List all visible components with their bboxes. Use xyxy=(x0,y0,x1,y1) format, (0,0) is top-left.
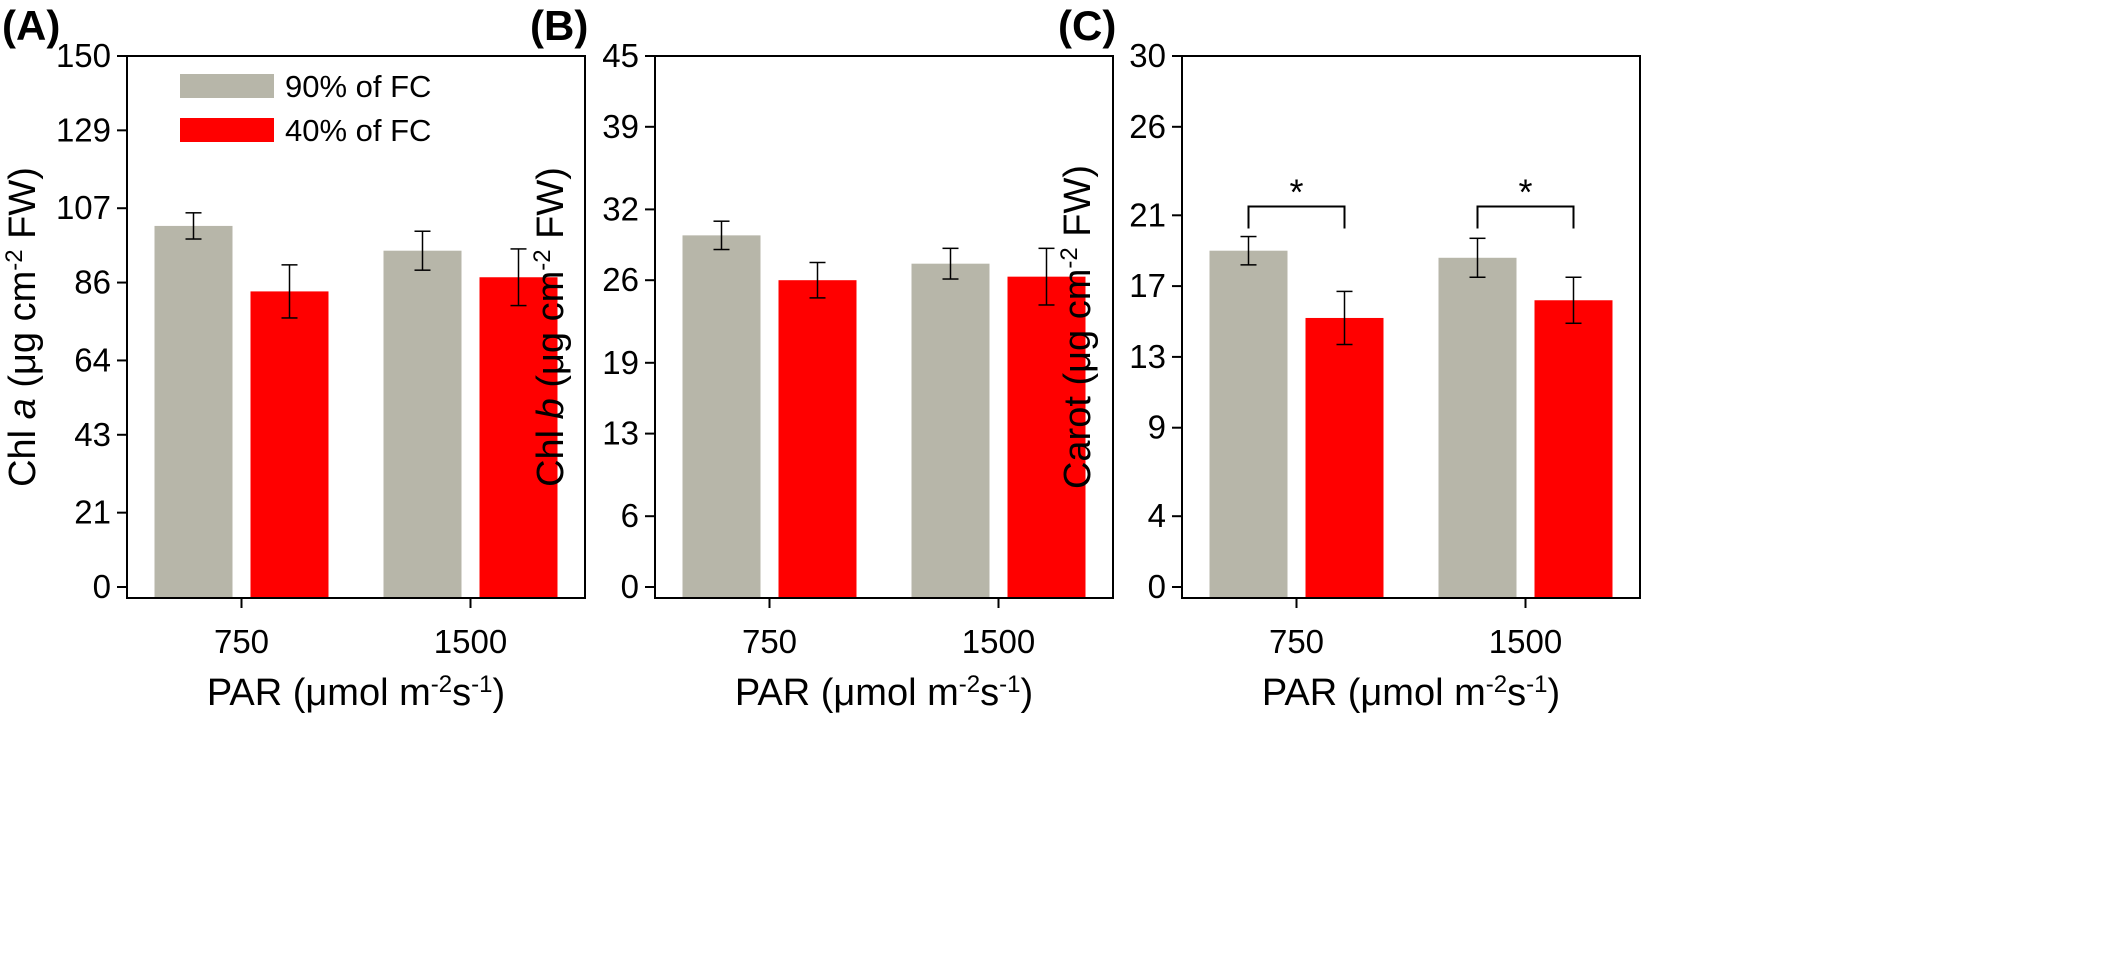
error-bar xyxy=(185,212,202,240)
legend: 90% of FC 40% of FC xyxy=(180,69,431,148)
y-tick-label: 21 xyxy=(1129,196,1166,233)
y-tick-label: 107 xyxy=(56,189,111,226)
plot-frame xyxy=(1181,55,1641,599)
legend-label: 90% of FC xyxy=(285,69,431,104)
error-bar xyxy=(510,248,527,307)
panel-a: (A) 0 21 43 64 86 107 129 150 750 1500 90% of FC 40%… xyxy=(1,2,586,714)
y-axis-title: Carot (μg cm-2 FW) xyxy=(1056,165,1100,489)
error-bar xyxy=(1565,276,1582,325)
panel-b: (B) 0 6 13 19 26 32 39 45 750 1500 Chl b (μg cm-2 F… xyxy=(529,2,1114,714)
y-tick-label: 0 xyxy=(621,568,639,605)
legend-label: 40% of FC xyxy=(285,113,431,148)
bar xyxy=(778,280,857,597)
x-tick-label: 750 xyxy=(214,623,269,660)
x-tick-label: 1500 xyxy=(434,623,507,660)
error-bar xyxy=(1469,237,1486,278)
x-axis-title: PAR (μmol m-2s-1) xyxy=(207,671,505,715)
bar xyxy=(1438,257,1517,597)
significance-star: * xyxy=(1289,171,1303,212)
y-tick-label: 150 xyxy=(56,37,111,74)
significance-bracket: * xyxy=(1247,171,1346,229)
error-bar xyxy=(281,264,298,319)
x-tick-label: 750 xyxy=(742,623,797,660)
bar xyxy=(1007,276,1086,597)
error-bar xyxy=(942,247,959,280)
y-tick-label: 4 xyxy=(1148,497,1166,534)
significance-star: * xyxy=(1518,171,1532,212)
y-tick-label: 13 xyxy=(602,415,639,452)
y-axis-title: Chl b (μg cm-2 FW) xyxy=(529,167,573,487)
y-tick-label: 129 xyxy=(56,111,111,148)
y-tick-label: 26 xyxy=(1129,108,1166,145)
error-bar xyxy=(414,230,431,271)
significance-bracket: * xyxy=(1476,171,1575,229)
bar xyxy=(383,250,462,597)
y-tick-label: 13 xyxy=(1129,338,1166,375)
y-tick-label: 17 xyxy=(1129,267,1166,304)
plot-frame xyxy=(654,55,1114,599)
y-tick-label: 0 xyxy=(1148,568,1166,605)
bar xyxy=(1534,300,1613,597)
bar xyxy=(682,235,761,598)
y-tick-label: 43 xyxy=(74,416,111,453)
error-bar xyxy=(1240,235,1257,266)
y-tick-label: 9 xyxy=(1148,409,1166,446)
y-axis-title: Chl a (μg cm-2 FW) xyxy=(1,167,45,487)
x-tick-label: 1500 xyxy=(1489,623,1562,660)
plot-frame xyxy=(126,55,586,599)
legend-swatch xyxy=(180,118,274,142)
bar xyxy=(1209,250,1288,597)
y-tick-label: 6 xyxy=(621,497,639,534)
y-tick-label: 64 xyxy=(74,341,111,378)
panel-c: (C) 0 4 9 13 17 21 26 30 750 1500 * * Carot (μg cm-2 … xyxy=(1056,2,1641,714)
y-tick-label: 30 xyxy=(1129,37,1166,74)
x-axis-title: PAR (μmol m-2s-1) xyxy=(1262,671,1560,715)
bar xyxy=(479,277,558,597)
y-tick-label: 19 xyxy=(602,344,639,381)
y-tick-label: 86 xyxy=(74,264,111,301)
panel-label: (A) xyxy=(2,2,60,49)
y-tick-label: 39 xyxy=(602,108,639,145)
x-tick-label: 750 xyxy=(1269,623,1324,660)
panel-label: (B) xyxy=(530,2,588,49)
bar xyxy=(911,263,990,597)
y-tick-label: 32 xyxy=(602,190,639,227)
x-tick-label: 1500 xyxy=(962,623,1035,660)
legend-swatch xyxy=(180,74,274,98)
bar xyxy=(250,291,329,597)
bar xyxy=(154,225,233,598)
bar xyxy=(1305,317,1384,597)
y-tick-label: 26 xyxy=(602,261,639,298)
y-tick-label: 0 xyxy=(93,568,111,605)
y-tick-label: 21 xyxy=(74,494,111,531)
error-bar xyxy=(809,261,826,299)
error-bar xyxy=(1336,290,1353,346)
panel-label: (C) xyxy=(1058,2,1116,49)
error-bar xyxy=(1038,247,1055,306)
x-axis-title: PAR (μmol m-2s-1) xyxy=(735,671,1033,715)
y-tick-label: 45 xyxy=(602,37,639,74)
error-bar xyxy=(713,220,730,251)
